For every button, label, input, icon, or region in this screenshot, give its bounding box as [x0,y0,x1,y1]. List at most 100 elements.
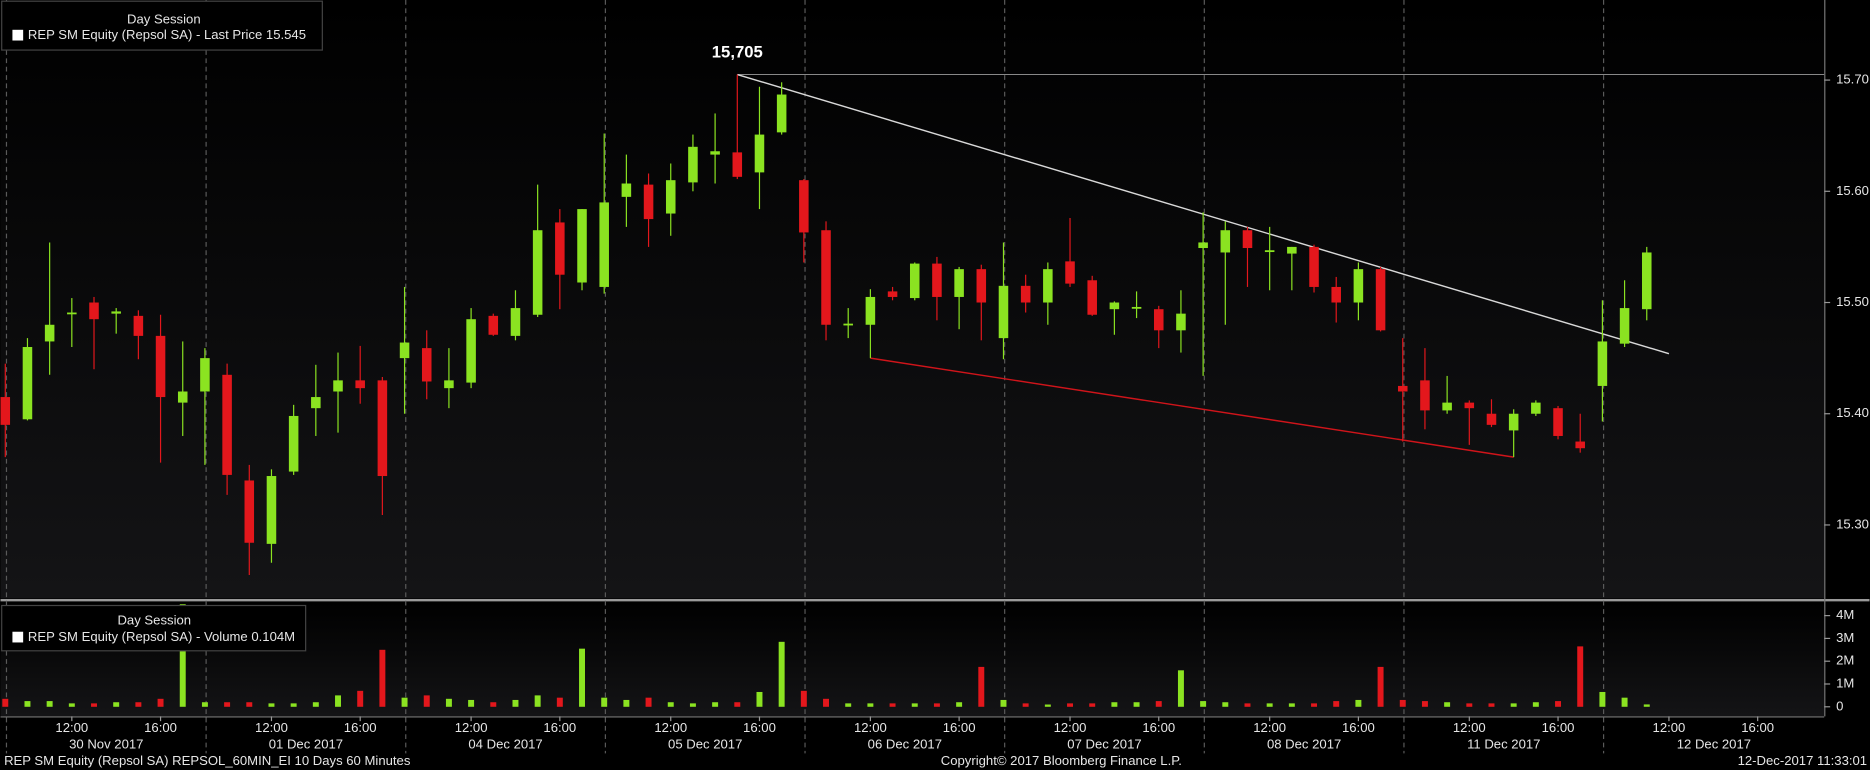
candle-body [1397,385,1408,392]
candle-body [111,311,121,314]
footer-right: 12-Dec-2017 11:33:01 [1738,753,1868,768]
volume-bar [1599,691,1606,707]
volume-bar [1421,701,1428,707]
volume-bar [1288,703,1295,707]
volume-bar [1399,699,1406,707]
candle-body [710,151,720,155]
volume-bar [1200,701,1207,707]
volume-bar [91,703,97,707]
volume-bar [179,604,186,707]
candle-body [909,263,920,299]
legend-entry: REP SM Equity (Repsol SA) - Volume 0.104… [28,629,295,644]
x-tick-label: 16:00 [543,720,576,735]
volume-bar [956,702,963,707]
x-day-label: 01 Dec 2017 [269,736,343,751]
candle-body [288,415,299,472]
legend-entry: REP SM Equity (Repsol SA) - Last Price 1… [28,27,306,42]
annotation: 15,705 [712,42,763,61]
candle-body [1065,261,1075,284]
candle-body [266,476,277,544]
candle-body [1309,246,1319,287]
volume-bar [445,698,452,707]
x-tick-label: 16:00 [1142,720,1175,735]
candle-body [155,335,166,398]
candle-body [954,269,964,297]
volume-bar [512,699,519,707]
volume-bar [113,702,120,707]
volume-bar [157,698,164,707]
footer-left: REP SM Equity (Repsol SA) REPSOL_60MIN_E… [4,753,411,768]
candle-body [887,291,898,297]
candle-body [1375,269,1386,331]
candle-body [1198,242,1208,249]
volume-bar [1177,670,1184,707]
candle-body [377,380,388,477]
volume-bar [845,703,852,707]
candle-body [1020,285,1031,303]
candle-body [200,358,210,392]
volume-bar [823,698,829,707]
candle-body [1242,230,1253,249]
x-tick-label: 12:00 [854,720,887,735]
volume-bar [1444,702,1451,707]
candle-body [776,94,787,133]
candle-body [754,134,765,173]
candle-body [932,263,942,297]
candle-body [1464,402,1475,409]
volume-bar [778,641,785,707]
y-tick-label: 1M [1836,675,1854,690]
volume-bar [1044,704,1051,707]
volume-bar [911,703,918,707]
x-tick-label: 12:00 [455,720,488,735]
volume-bar [623,699,630,707]
legend-box [1,604,307,652]
candle-body [1619,308,1630,344]
candle-body [1553,408,1563,436]
candle-body [577,209,587,283]
y-tick-label: 4M [1836,607,1854,622]
y-tick-label: 0 [1836,698,1843,713]
volume-bar [712,702,719,707]
candle-body [1597,341,1608,386]
volume-legend: Day Session REP SM Equity (Repsol SA) - … [1,604,307,652]
x-tick-label: 16:00 [743,720,776,735]
volume-bar [24,701,31,707]
candle-body [1087,280,1097,315]
volume-bar [889,703,896,707]
volume-bar [1355,699,1362,707]
volume-bar [1488,703,1495,707]
y-tick-label: 2M [1836,653,1854,668]
x-tick-label: 16:00 [943,720,976,735]
candle-body [222,374,232,475]
x-day-label: 05 Dec 2017 [668,736,742,751]
candle-body [0,397,11,425]
candle-body [22,347,33,420]
x-tick-label: 16:00 [1741,720,1774,735]
x-tick-label: 12:00 [1253,720,1286,735]
trendline [870,357,1514,458]
candle-body [865,296,876,325]
candle-body [444,380,454,389]
candle-body [311,397,321,409]
candle-body [355,380,365,389]
x-tick-label: 12:00 [1054,720,1087,735]
legend-title: Day Session [127,12,201,27]
candle-body [399,342,410,359]
legend-title: Day Session [117,612,191,627]
candle-body [821,230,831,325]
candle-body [177,391,188,403]
x-tick-label: 12:00 [654,720,687,735]
candle-body [1641,252,1652,310]
candle-body [333,380,343,392]
volume-bar [135,702,142,707]
x-tick-label: 12:00 [255,720,288,735]
volume-bar [1311,703,1318,707]
candle-body [510,308,521,336]
candle-body [1508,413,1519,431]
candle-body [1109,302,1120,310]
y-tick-label: 15.30 [1836,516,1869,531]
volume-bar [734,702,741,707]
volume-bar [645,697,652,707]
